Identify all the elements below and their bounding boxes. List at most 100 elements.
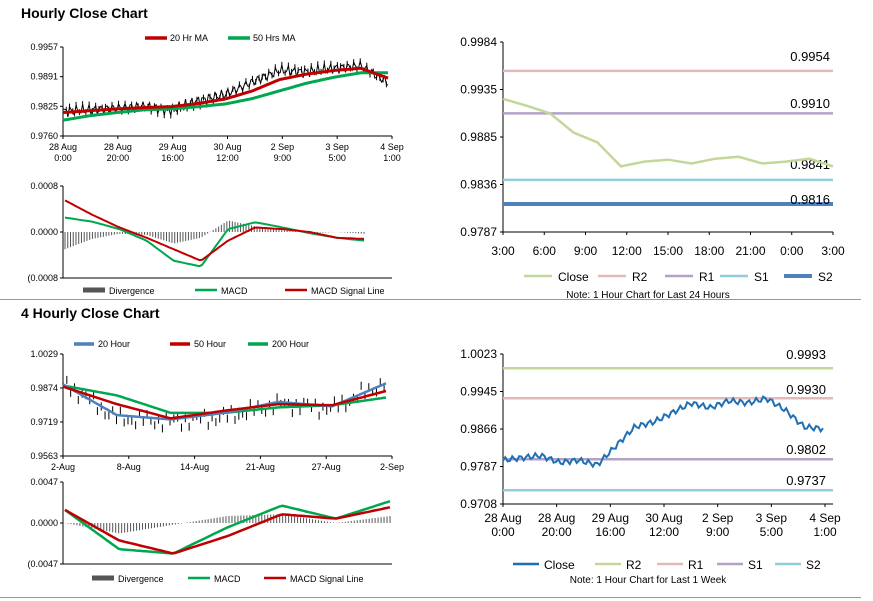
f-levels-xtick-label: 28 Aug — [538, 511, 575, 525]
f-levels-s1-label: 0.9802 — [786, 442, 826, 457]
h-price-20ma-line — [62, 66, 389, 114]
f-macd-line — [64, 500, 391, 555]
f-macd-legend-label: MACD Signal Line — [290, 574, 364, 584]
f-macd-legend-label: Divergence — [118, 574, 164, 584]
h-price-50ma-line — [62, 71, 388, 122]
f-levels-xtick-label: 4 Sep — [809, 511, 841, 525]
f-levels-legend-label: R2 — [626, 558, 642, 572]
f-price-xtick-label: 8-Aug — [117, 462, 141, 472]
h-macd-legend-label: MACD Signal Line — [311, 286, 385, 296]
f-price-legend-label: 200 Hour — [272, 339, 309, 349]
f-price-xtick-label: 14-Aug — [180, 462, 209, 472]
f-levels-xtick-label: 2 Sep — [702, 511, 734, 525]
h-price-xtick-label: 1:00 — [383, 153, 401, 163]
f-levels-r1-label: 0.9930 — [786, 382, 826, 397]
h-price-ytick-label: 0.9825 — [30, 101, 58, 111]
f-price-ytick-label: 0.9563 — [30, 451, 58, 461]
h-price-xtick-label: 12:00 — [216, 153, 239, 163]
h-price-xtick-label: 4 Sep — [380, 142, 404, 152]
f-price-xtick-label: 2-Sep — [380, 462, 404, 472]
f-levels-note: Note: 1 Hour Chart for Last 1 Week — [570, 575, 728, 586]
h-levels-note: Note: 1 Hour Chart for Last 24 Hours — [566, 290, 729, 301]
f-levels-xtick-label: 28 Aug — [484, 511, 521, 525]
h-price-legend-label: 50 Hrs MA — [253, 33, 296, 43]
h-macd-signal-line — [64, 199, 365, 262]
h-macd-ytick-label: 0.0008 — [30, 181, 58, 191]
f-levels-legend-label: R1 — [688, 558, 704, 572]
h-levels-ytick-label: 0.9885 — [460, 130, 497, 144]
h-price-xtick-label: 28 Aug — [104, 142, 132, 152]
f-levels-xtick-label: 9:00 — [706, 525, 730, 539]
h-levels-legend-label: S2 — [818, 270, 833, 284]
h-price-xtick-label: 28 Aug — [49, 142, 77, 152]
h-levels-ytick-label: 0.9984 — [460, 35, 497, 49]
h-price-xtick-label: 29 Aug — [159, 142, 187, 152]
h-levels-xtick-label: 18:00 — [694, 244, 724, 258]
f-levels-xtick-label: 1:00 — [813, 525, 837, 539]
h-levels-r1-label: 0.9910 — [790, 96, 830, 111]
f-levels-s2-label: 0.9737 — [786, 473, 826, 488]
h-price-xtick-label: 16:00 — [161, 153, 184, 163]
f-levels-legend-label: S1 — [748, 558, 763, 572]
h-levels-close-line — [502, 97, 834, 168]
h-levels-xtick-label: 12:00 — [612, 244, 642, 258]
h-price-xtick-label: 30 Aug — [213, 142, 241, 152]
h-levels-xtick-label: 3:00 — [821, 244, 845, 258]
h-levels-legend-label: R2 — [632, 270, 648, 284]
f-levels-legend-label: Close — [544, 558, 575, 572]
h-levels-s2-label: 0.9816 — [790, 192, 830, 207]
h-price-ytick-label: 0.9957 — [30, 42, 58, 52]
h-price-xtick-label: 9:00 — [274, 153, 292, 163]
h-levels-legend-label: Close — [558, 270, 589, 284]
h-levels-xtick-label: 9:00 — [574, 244, 598, 258]
bottom-divider — [0, 597, 861, 598]
f-levels-xtick-label: 12:00 — [649, 525, 679, 539]
h-levels-legend-label: S1 — [754, 270, 769, 284]
f-levels-xtick-label: 5:00 — [760, 525, 784, 539]
f-macd-signal-line — [64, 506, 391, 555]
f-price-ytick-label: 1.0029 — [30, 349, 58, 359]
f-macd-legend-label: MACD — [214, 574, 241, 584]
f-levels-legend-label: S2 — [806, 558, 821, 572]
four-hourly-section-title: 4 Hourly Close Chart — [21, 305, 160, 321]
f-price-50h-line — [62, 385, 387, 420]
f-levels-xtick-label: 16:00 — [595, 525, 625, 539]
hourly-section-title: Hourly Close Chart — [21, 5, 148, 21]
h-macd-line — [64, 216, 365, 268]
f-price-xtick-label: 27-Aug — [312, 462, 341, 472]
h-levels-xtick-label: 21:00 — [735, 244, 765, 258]
h-price-xtick-label: 20:00 — [107, 153, 130, 163]
f-macd-ytick-label: 0.0000 — [30, 518, 58, 528]
f-price-ytick-label: 0.9874 — [30, 383, 58, 393]
h-levels-r2-label: 0.9954 — [790, 49, 830, 64]
section-divider — [0, 299, 861, 300]
f-levels-r2-label: 0.9993 — [786, 347, 826, 362]
h-price-xtick-label: 2 Sep — [271, 142, 295, 152]
h-price-xtick-label: 0:00 — [54, 153, 72, 163]
f-levels-xtick-label: 20:00 — [542, 525, 572, 539]
f-levels-xtick-label: 0:00 — [491, 525, 515, 539]
h-macd-ytick-label: (0.0008 — [27, 273, 58, 283]
h-price-legend-label: 20 Hr MA — [170, 33, 208, 43]
f-price-xtick-label: 21-Aug — [246, 462, 275, 472]
h-price-xtick-label: 5:00 — [328, 153, 346, 163]
h-macd-legend-label: Divergence — [109, 286, 155, 296]
f-levels-ytick-label: 1.0023 — [460, 347, 497, 361]
h-macd-ytick-label: 0.0000 — [30, 227, 58, 237]
f-levels-ytick-label: 0.9945 — [460, 385, 497, 399]
h-levels-xtick-label: 0:00 — [780, 244, 804, 258]
f-levels-xtick-label: 3 Sep — [756, 511, 788, 525]
f-price-200h-line — [62, 384, 387, 415]
h-price-ytick-label: 0.9891 — [30, 72, 58, 82]
h-levels-ytick-label: 0.9935 — [460, 83, 497, 97]
f-levels-xtick-label: 29 Aug — [592, 511, 629, 525]
h-price-xtick-label: 3 Sep — [325, 142, 349, 152]
h-levels-xtick-label: 6:00 — [533, 244, 557, 258]
f-levels-ytick-label: 0.9787 — [460, 460, 497, 474]
f-macd-ytick-label: 0.0047 — [30, 477, 58, 487]
f-price-xtick-label: 2-Aug — [51, 462, 75, 472]
f-price-legend-label: 50 Hour — [194, 339, 226, 349]
f-levels-close-line — [502, 395, 824, 469]
h-levels-xtick-label: 3:00 — [491, 244, 515, 258]
